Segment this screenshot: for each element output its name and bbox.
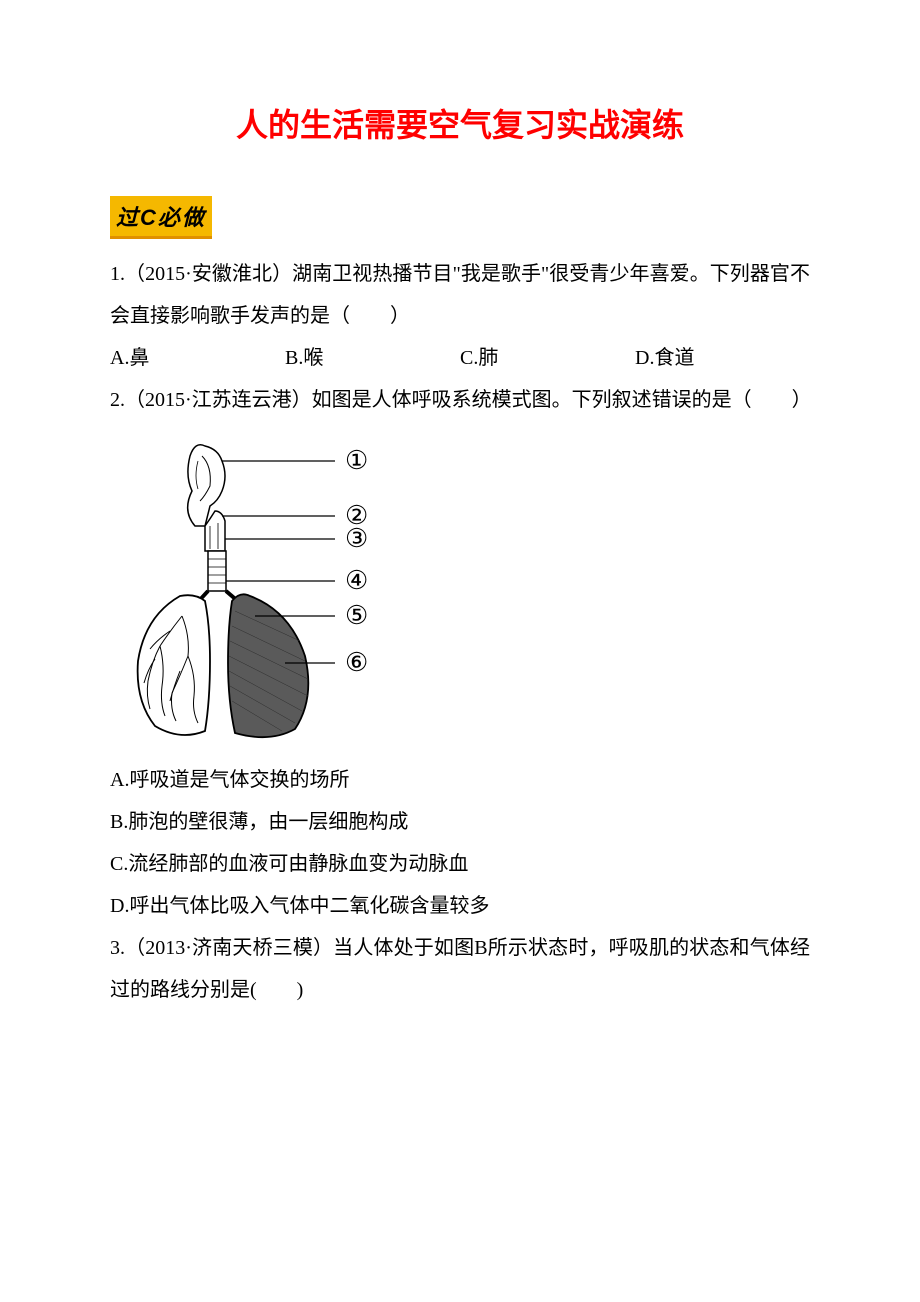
q2-label-1: ①: [345, 446, 368, 475]
q1-options: A.鼻 B.喉 C.肺 D.食道: [110, 337, 810, 379]
q2-label-6: ⑥: [345, 648, 368, 677]
section-badge: 过C必做: [110, 196, 212, 239]
q2-label-4: ④: [345, 566, 368, 595]
q1-stem: 1.（2015·安徽淮北）湖南卫视热播节目"我是歌手"很受青少年喜爱。下列器官不…: [110, 253, 810, 337]
q2-label-3: ③: [345, 524, 368, 553]
q1-option-c: C.肺: [460, 337, 630, 379]
q2-figure: ① ② ③ ④ ⑤ ⑥: [110, 431, 810, 751]
q3-stem: 3.（2013·济南天桥三模）当人体处于如图B所示状态时，呼吸肌的状态和气体经过…: [110, 927, 810, 1011]
document-page: 人的生活需要空气复习实战演练 过C必做 1.（2015·安徽淮北）湖南卫视热播节…: [0, 0, 920, 1071]
q1-option-d: D.食道: [635, 337, 755, 379]
q1-option-b: B.喉: [285, 337, 455, 379]
respiratory-system-diagram: ① ② ③ ④ ⑤ ⑥: [110, 431, 410, 751]
q2-label-5: ⑤: [345, 601, 368, 630]
q2-option-c: C.流经肺部的血液可由静脉血变为动脉血: [110, 843, 810, 885]
q2-option-d: D.呼出气体比吸入气体中二氧化碳含量较多: [110, 885, 810, 927]
q1-option-a: A.鼻: [110, 337, 280, 379]
page-title: 人的生活需要空气复习实战演练: [110, 100, 810, 146]
q2-option-b: B.肺泡的壁很薄，由一层细胞构成: [110, 801, 810, 843]
q2-option-a: A.呼吸道是气体交换的场所: [110, 759, 810, 801]
q2-stem: 2.（2015·江苏连云港）如图是人体呼吸系统模式图。下列叙述错误的是（ ）: [110, 379, 810, 421]
section-badge-label: 过C必做: [116, 205, 206, 230]
